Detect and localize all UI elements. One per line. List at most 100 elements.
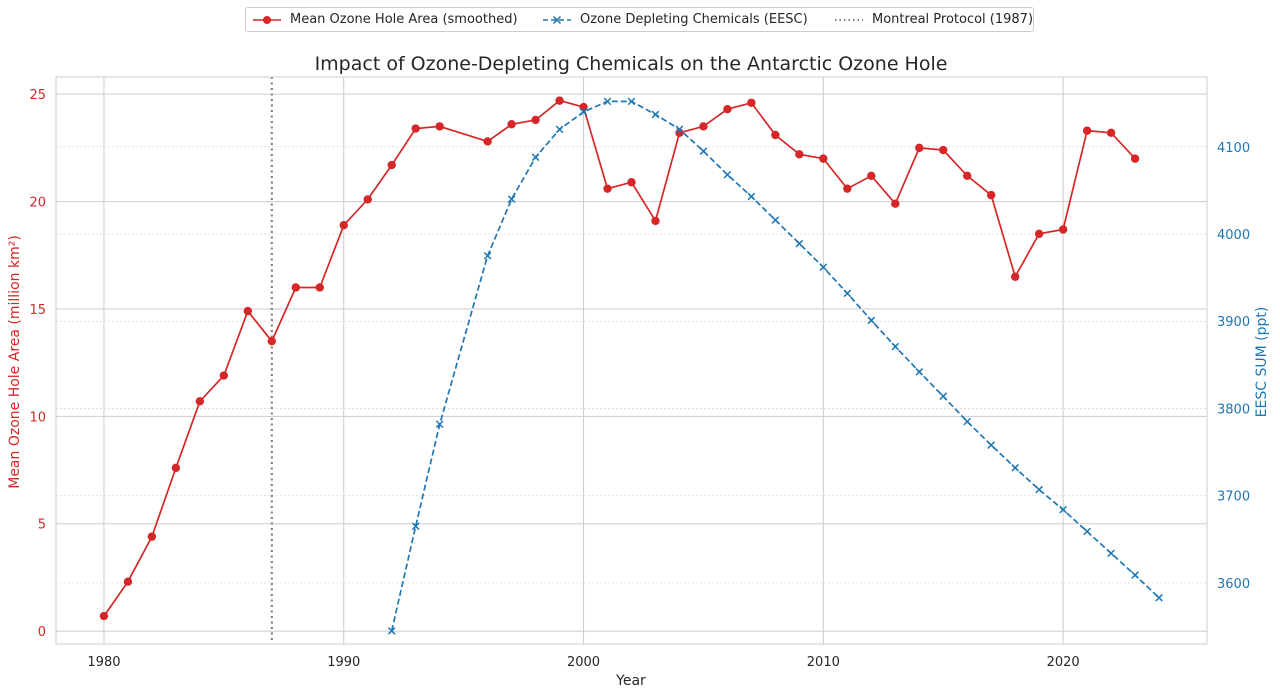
ozone-area-point — [171, 463, 181, 473]
ozone-area-point — [555, 96, 564, 105]
ozone-area-point — [915, 143, 924, 153]
eesc-point — [819, 263, 828, 271]
eesc-point — [531, 153, 540, 162]
eesc-point — [723, 170, 732, 179]
legend-item-ozone: Mean Ozone Hole Area (smoothed) — [252, 8, 518, 31]
ozone-area-point — [531, 115, 540, 125]
ozone-area-point — [1010, 272, 1020, 281]
ozone-area-line — [103, 99, 1136, 617]
legend-label-protocol: Montreal Protocol (1987) — [872, 12, 1034, 27]
eesc-point — [675, 125, 684, 134]
ozone-area-point — [963, 171, 972, 180]
ozone-area-point — [219, 371, 229, 380]
right-tick-label: 4000 — [1217, 228, 1250, 243]
ozone-area-point — [387, 160, 396, 170]
ozone-area-point — [1082, 126, 1092, 135]
eesc-point — [387, 627, 396, 635]
ozone-area-point — [291, 283, 300, 292]
ozone-area-point — [243, 306, 253, 316]
eesc-point — [795, 239, 804, 248]
ozone-area-point — [363, 195, 372, 204]
eesc-point — [555, 125, 564, 134]
plot-area-frame — [55, 76, 1208, 645]
left-tick-label: 0 — [38, 625, 46, 640]
ozone-area-point — [1034, 229, 1044, 238]
ozone-area-point — [843, 184, 852, 193]
ozone-area-point — [939, 145, 948, 155]
eesc-point — [987, 441, 996, 449]
eesc-point — [1155, 593, 1163, 602]
left-tick-label: 20 — [29, 196, 46, 211]
legend-label-ozone: Mean Ozone Hole Area (smoothed) — [290, 12, 518, 27]
series-layer — [99, 77, 1163, 644]
ozone-area-point — [123, 577, 133, 586]
x-tick-label: 2010 — [807, 655, 840, 670]
eesc-point — [603, 97, 612, 106]
eesc-point — [1131, 571, 1139, 579]
eesc-point — [1107, 549, 1115, 558]
eesc-point — [483, 251, 492, 260]
x-axis-label: Year — [615, 673, 646, 689]
ozone-area-point — [1130, 154, 1140, 163]
ozone-area-point — [147, 532, 157, 541]
ozone-area-point — [603, 184, 612, 193]
right-axis-label: EESC SUM (ppt) — [1254, 307, 1270, 418]
eesc-point — [627, 97, 636, 106]
eesc-point — [507, 195, 516, 203]
ozone-area-point — [795, 150, 804, 159]
ozone-area-point — [747, 98, 756, 107]
eesc-point — [1083, 527, 1091, 536]
right-tick-label: 4100 — [1217, 141, 1250, 156]
right-tick-label: 3700 — [1217, 490, 1250, 505]
eesc-point — [1059, 505, 1067, 514]
ozone-area-point — [435, 122, 444, 131]
eesc-point — [651, 110, 660, 119]
left-tick-label: 15 — [29, 303, 46, 318]
right-tick-label: 3800 — [1217, 402, 1250, 417]
chart-title: Impact of Ozone-Depleting Chemicals on t… — [315, 53, 948, 75]
ozone-area-point — [195, 397, 205, 406]
grid-lines — [56, 77, 1207, 644]
eesc-point — [843, 289, 852, 298]
eesc-point — [747, 192, 756, 201]
legend-item-protocol: Montreal Protocol (1987) — [834, 8, 1033, 31]
ozone-area-point — [771, 130, 780, 140]
ozone-area-point — [339, 220, 348, 230]
ozone-area-point — [267, 336, 277, 346]
eesc-point — [435, 420, 444, 429]
ozone-area-point — [699, 122, 708, 131]
ozone-area-point — [411, 124, 420, 133]
ozone-area-point — [723, 105, 732, 114]
tick-labels: 1980 1990 2000 2010 2020 0 5 10 15 20 25 3600 3700 38… — [29, 88, 1250, 670]
left-axis-label: Mean Ozone Hole Area (million km²) — [7, 235, 23, 489]
chart-legend: Mean Ozone Hole Area (smoothed) Ozone De… — [245, 7, 1034, 32]
ozone-area-point — [99, 611, 109, 621]
legend-swatch-ozone — [253, 15, 281, 24]
eesc-point — [579, 108, 588, 116]
right-tick-label: 3600 — [1217, 577, 1250, 592]
ozone-area-point — [986, 190, 996, 200]
left-tick-label: 10 — [29, 410, 46, 425]
legend-label-eesc: Ozone Depleting Chemicals (EESC) — [580, 12, 808, 27]
x-tick-label: 2020 — [1047, 655, 1080, 670]
ozone-area-point — [1058, 225, 1068, 234]
left-tick-label: 5 — [38, 518, 46, 533]
x-tick-label: 1980 — [87, 655, 120, 670]
eesc-line — [390, 100, 1160, 632]
right-tick-label: 3900 — [1217, 315, 1250, 330]
left-tick-label: 25 — [29, 88, 46, 103]
ozone-area-point — [867, 171, 876, 180]
eesc-point — [1011, 463, 1020, 472]
ozone-area-point — [627, 178, 636, 187]
eesc-point — [963, 417, 972, 426]
x-tick-label: 1990 — [327, 655, 360, 670]
ozone-area-point — [507, 120, 516, 129]
ozone-area-point — [1106, 128, 1116, 138]
legend-swatch-eesc — [543, 15, 571, 24]
ozone-area-point — [315, 283, 324, 292]
ozone-area-point — [483, 137, 492, 146]
ozone-area-point — [891, 199, 900, 208]
eesc-point — [771, 216, 780, 224]
legend-swatch-protocol — [835, 18, 863, 21]
legend-item-eesc: Ozone Depleting Chemicals (EESC) — [542, 8, 808, 31]
